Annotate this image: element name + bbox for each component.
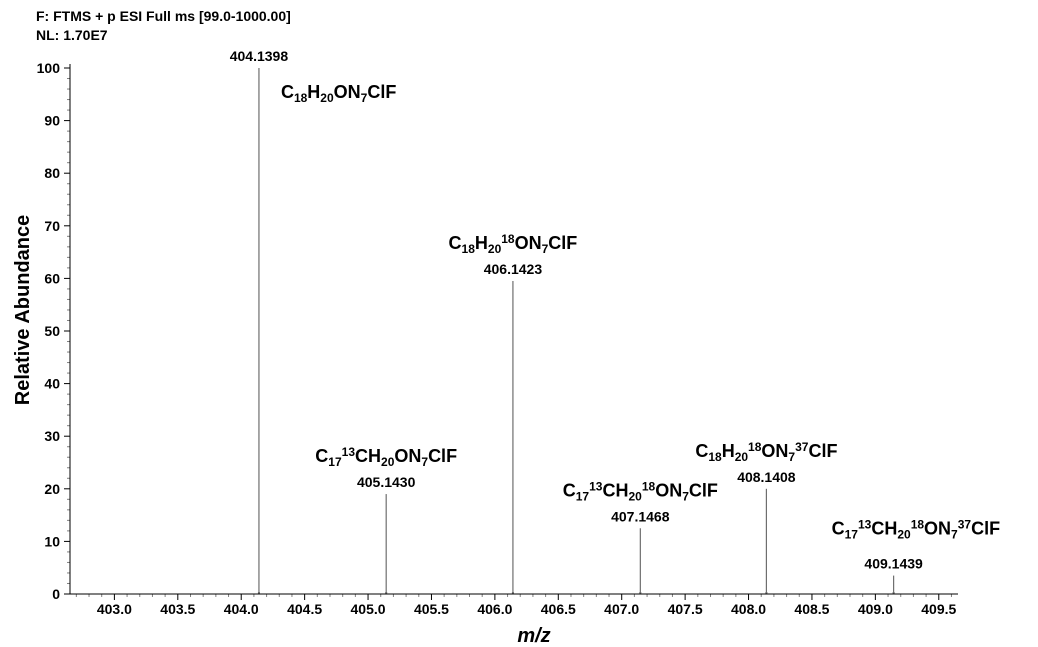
formula-segment: 20 bbox=[735, 450, 749, 464]
formula-segment: 18 bbox=[748, 440, 762, 454]
x-tick-label: 403.0 bbox=[97, 601, 132, 617]
formula-segment: 18 bbox=[708, 450, 722, 464]
formula-segment: ClF bbox=[689, 480, 718, 500]
scan-filter-header: F: FTMS + p ESI Full ms [99.0-1000.00] bbox=[36, 8, 291, 24]
x-tick-label: 404.5 bbox=[287, 601, 322, 617]
formula-segment: 13 bbox=[858, 518, 872, 532]
y-tick-label: 20 bbox=[44, 481, 60, 497]
formula-segment: 13 bbox=[342, 445, 356, 459]
y-axis-title: Relative Abundance bbox=[12, 215, 34, 405]
normalization-level: NL: 1.70E7 bbox=[36, 27, 108, 43]
peak-formula-label: C18H20ON7ClF bbox=[281, 82, 396, 105]
formula-segment: C bbox=[449, 233, 462, 253]
x-tick-label: 405.0 bbox=[351, 601, 386, 617]
y-tick-label: 50 bbox=[44, 323, 60, 339]
y-tick-label: 60 bbox=[44, 270, 60, 286]
peak-labels: 404.1398C18H20ON7ClF405.1430C1713CH20ON7… bbox=[230, 48, 1000, 572]
formula-segment: 18 bbox=[911, 518, 925, 532]
y-tick-label: 40 bbox=[44, 376, 60, 392]
x-tick-label: 409.5 bbox=[921, 601, 956, 617]
peak-mz-label: 408.1408 bbox=[737, 469, 796, 485]
formula-segment: CH bbox=[871, 519, 897, 539]
formula-segment: 7 bbox=[542, 242, 549, 256]
formula-segment: 37 bbox=[795, 440, 809, 454]
peak-formula-label: C18H2018ON737ClF bbox=[695, 440, 837, 464]
formula-segment: ON bbox=[334, 82, 361, 102]
formula-segment: ON bbox=[394, 446, 421, 466]
formula-segment: H bbox=[307, 82, 320, 102]
y-tick-label: 70 bbox=[44, 218, 60, 234]
formula-segment: ON bbox=[924, 519, 951, 539]
formula-segment: ClF bbox=[808, 441, 837, 461]
formula-segment: 20 bbox=[488, 242, 502, 256]
y-tick-label: 30 bbox=[44, 428, 60, 444]
formula-segment: C bbox=[315, 446, 328, 466]
formula-segment: 18 bbox=[501, 232, 515, 246]
formula-segment: ClF bbox=[548, 233, 577, 253]
formula-segment: 20 bbox=[381, 455, 395, 469]
formula-segment: 7 bbox=[951, 528, 958, 542]
formula-segment: 18 bbox=[462, 242, 476, 256]
formula-segment: 7 bbox=[788, 450, 795, 464]
formula-segment: 13 bbox=[589, 479, 603, 493]
formula-segment: 20 bbox=[897, 528, 911, 542]
formula-segment: 18 bbox=[294, 91, 308, 105]
x-tick-label: 404.0 bbox=[224, 601, 259, 617]
y-tick-label: 10 bbox=[44, 533, 60, 549]
x-tick-label: 406.0 bbox=[477, 601, 512, 617]
formula-segment: ON bbox=[515, 233, 542, 253]
y-tick-label: 90 bbox=[44, 113, 60, 129]
formula-segment: 7 bbox=[361, 91, 368, 105]
peak-mz-label: 406.1423 bbox=[484, 261, 543, 277]
peak-formula-label: C1713CH2018ON737ClF bbox=[832, 518, 1000, 542]
formula-segment: ON bbox=[761, 441, 788, 461]
y-tick-label: 80 bbox=[44, 165, 60, 181]
x-tick-label: 408.0 bbox=[731, 601, 766, 617]
formula-segment: H bbox=[722, 441, 735, 461]
formula-segment: C bbox=[832, 519, 845, 539]
x-tick-label: 403.5 bbox=[160, 601, 195, 617]
formula-segment: C bbox=[695, 441, 708, 461]
formula-segment: 18 bbox=[642, 479, 656, 493]
formula-segment: 17 bbox=[576, 489, 590, 503]
peak-mz-label: 404.1398 bbox=[230, 48, 289, 64]
formula-segment: CH bbox=[602, 480, 628, 500]
y-tick-label: 0 bbox=[52, 586, 60, 602]
peaks bbox=[257, 68, 895, 594]
formula-segment: H bbox=[475, 233, 488, 253]
x-tick-label: 408.5 bbox=[794, 601, 829, 617]
peak-mz-label: 409.1439 bbox=[864, 556, 923, 572]
formula-segment: 20 bbox=[320, 91, 334, 105]
formula-segment: ON bbox=[655, 480, 682, 500]
peak-formula-label: C1713CH2018ON7ClF bbox=[563, 479, 718, 503]
formula-segment: 17 bbox=[845, 528, 859, 542]
x-tick-label: 407.0 bbox=[604, 601, 639, 617]
formula-segment: C bbox=[281, 82, 294, 102]
peak-formula-label: C18H2018ON7ClF bbox=[449, 232, 578, 256]
peak-mz-label: 407.1468 bbox=[611, 508, 670, 524]
x-tick-label: 406.5 bbox=[541, 601, 576, 617]
formula-segment: 17 bbox=[328, 455, 342, 469]
x-tick-label: 405.5 bbox=[414, 601, 449, 617]
formula-segment: 7 bbox=[682, 489, 689, 503]
x-axis-title: m/z bbox=[517, 625, 550, 647]
formula-segment: 37 bbox=[958, 518, 972, 532]
formula-segment: ClF bbox=[971, 519, 1000, 539]
peak-formula-label: C1713CH20ON7ClF bbox=[315, 445, 457, 469]
formula-segment: 20 bbox=[628, 489, 642, 503]
y-tick-label: 100 bbox=[37, 60, 61, 76]
x-tick-label: 409.0 bbox=[858, 601, 893, 617]
major-ticks: 0 10 20 30 40 50 60 70 80 90 100 403.0 403.5 404.0 404… bbox=[37, 60, 957, 617]
formula-segment: CH bbox=[355, 446, 381, 466]
formula-segment: 7 bbox=[421, 455, 428, 469]
formula-segment: ClF bbox=[367, 82, 396, 102]
formula-segment: C bbox=[563, 480, 576, 500]
peak-mz-label: 405.1430 bbox=[357, 474, 416, 490]
x-tick-label: 407.5 bbox=[668, 601, 703, 617]
formula-segment: ClF bbox=[428, 446, 457, 466]
minor-ticks bbox=[67, 78, 952, 597]
